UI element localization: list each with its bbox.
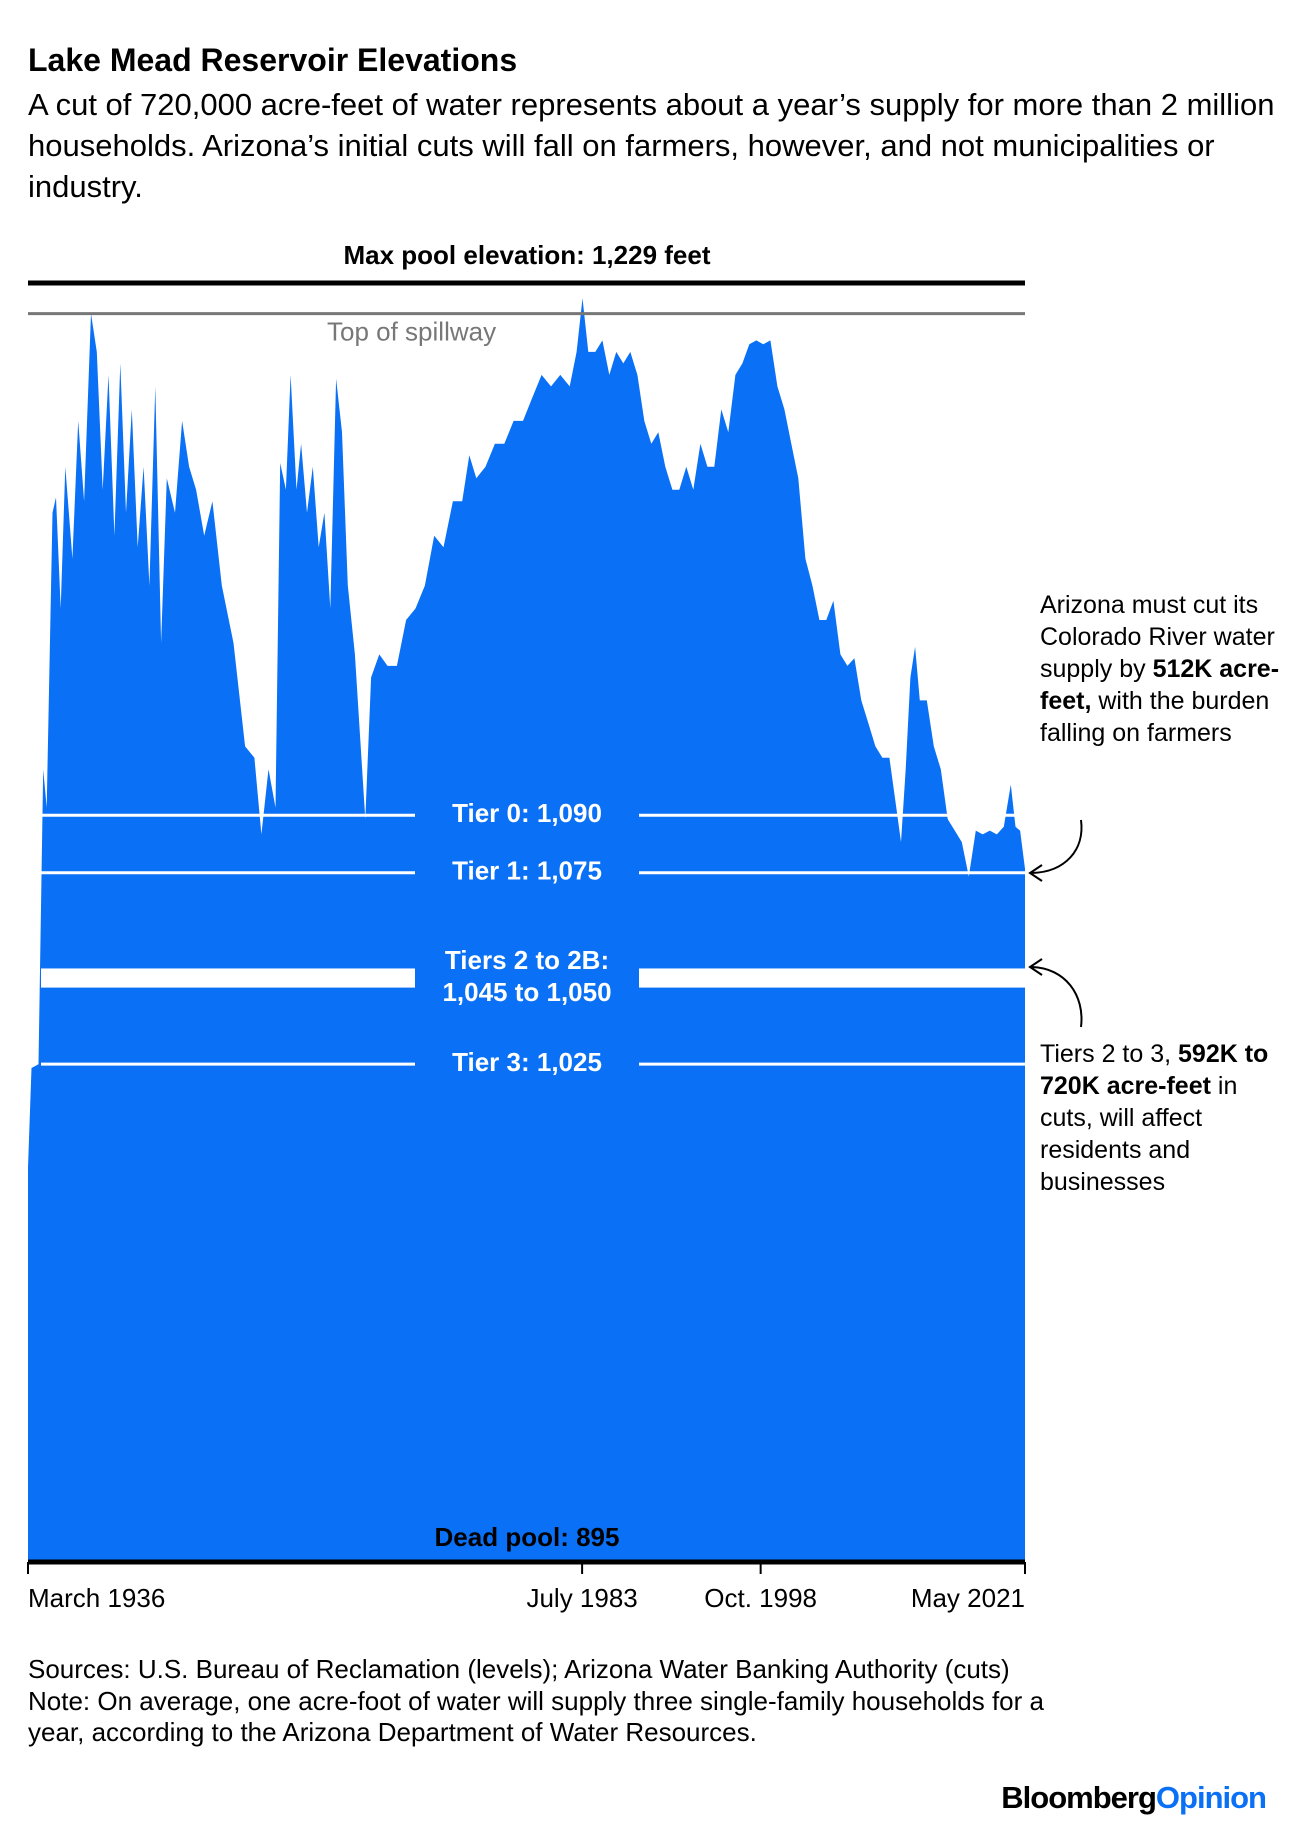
credit-text: Opinion [1155,1780,1267,1815]
annotation: Tiers 2 to 3, 592K to 720K acre-feet in … [1040,1038,1290,1198]
annotation: Arizona must cut its Colorado River wate… [1040,589,1290,749]
chart-title: Lake Mead Reservoir Elevations [28,42,518,78]
dead-pool-label: Dead pool: 895 [435,1522,620,1552]
annotation-text: Arizona must cut its Colorado River wate… [1040,591,1275,683]
tier-label: Tier 1: 1,075 [452,856,602,886]
credit: BloombergOpinion [1001,1780,1267,1816]
label-background [415,797,639,834]
annotation-text: Tiers 2 to 3, [1040,1040,1179,1068]
annotation-text: with the burden falling on farmers [1040,687,1270,747]
annotation-text: 512K acre-feet, [1040,655,1280,715]
spillway-label: Top of spillway [327,317,496,347]
annotation-arrow [1028,958,1083,1028]
area [28,298,1025,1562]
annotation-text: 592K to 720K acre-feet [1040,1040,1269,1100]
tier-label: 1,045 to 1,050 [442,977,611,1007]
sources: Sources: U.S. Bureau of Reclamation (lev… [28,1654,1010,1684]
label-background [415,942,639,1015]
footer: Sources: U.S. Bureau of Reclamation (lev… [28,1654,1078,1749]
x-tick-label: Oct. 1998 [704,1583,817,1613]
label-background [415,854,639,891]
label-background [415,1046,639,1083]
tier-label: Tier 0: 1,090 [452,798,602,828]
tier-label: Tiers 2 to 2B: [445,945,609,975]
x-tick-label: May 2021 [911,1583,1025,1613]
annotation-arrow [1028,819,1083,882]
note: Note: On average, one acre-foot of water… [28,1685,1044,1748]
max-pool-label: Max pool elevation: 1,229 feet [343,240,710,270]
credit-text: Bloomberg [1001,1780,1157,1815]
x-tick-label: March 1936 [28,1583,165,1613]
annotation-text: in cuts, will affect residents and busin… [1040,1072,1238,1196]
chart-subtitle: A cut of 720,000 acre-feet of water repr… [28,87,1275,204]
x-tick-label: July 1983 [526,1583,637,1613]
tier-label: Tier 3: 1,025 [452,1047,602,1077]
